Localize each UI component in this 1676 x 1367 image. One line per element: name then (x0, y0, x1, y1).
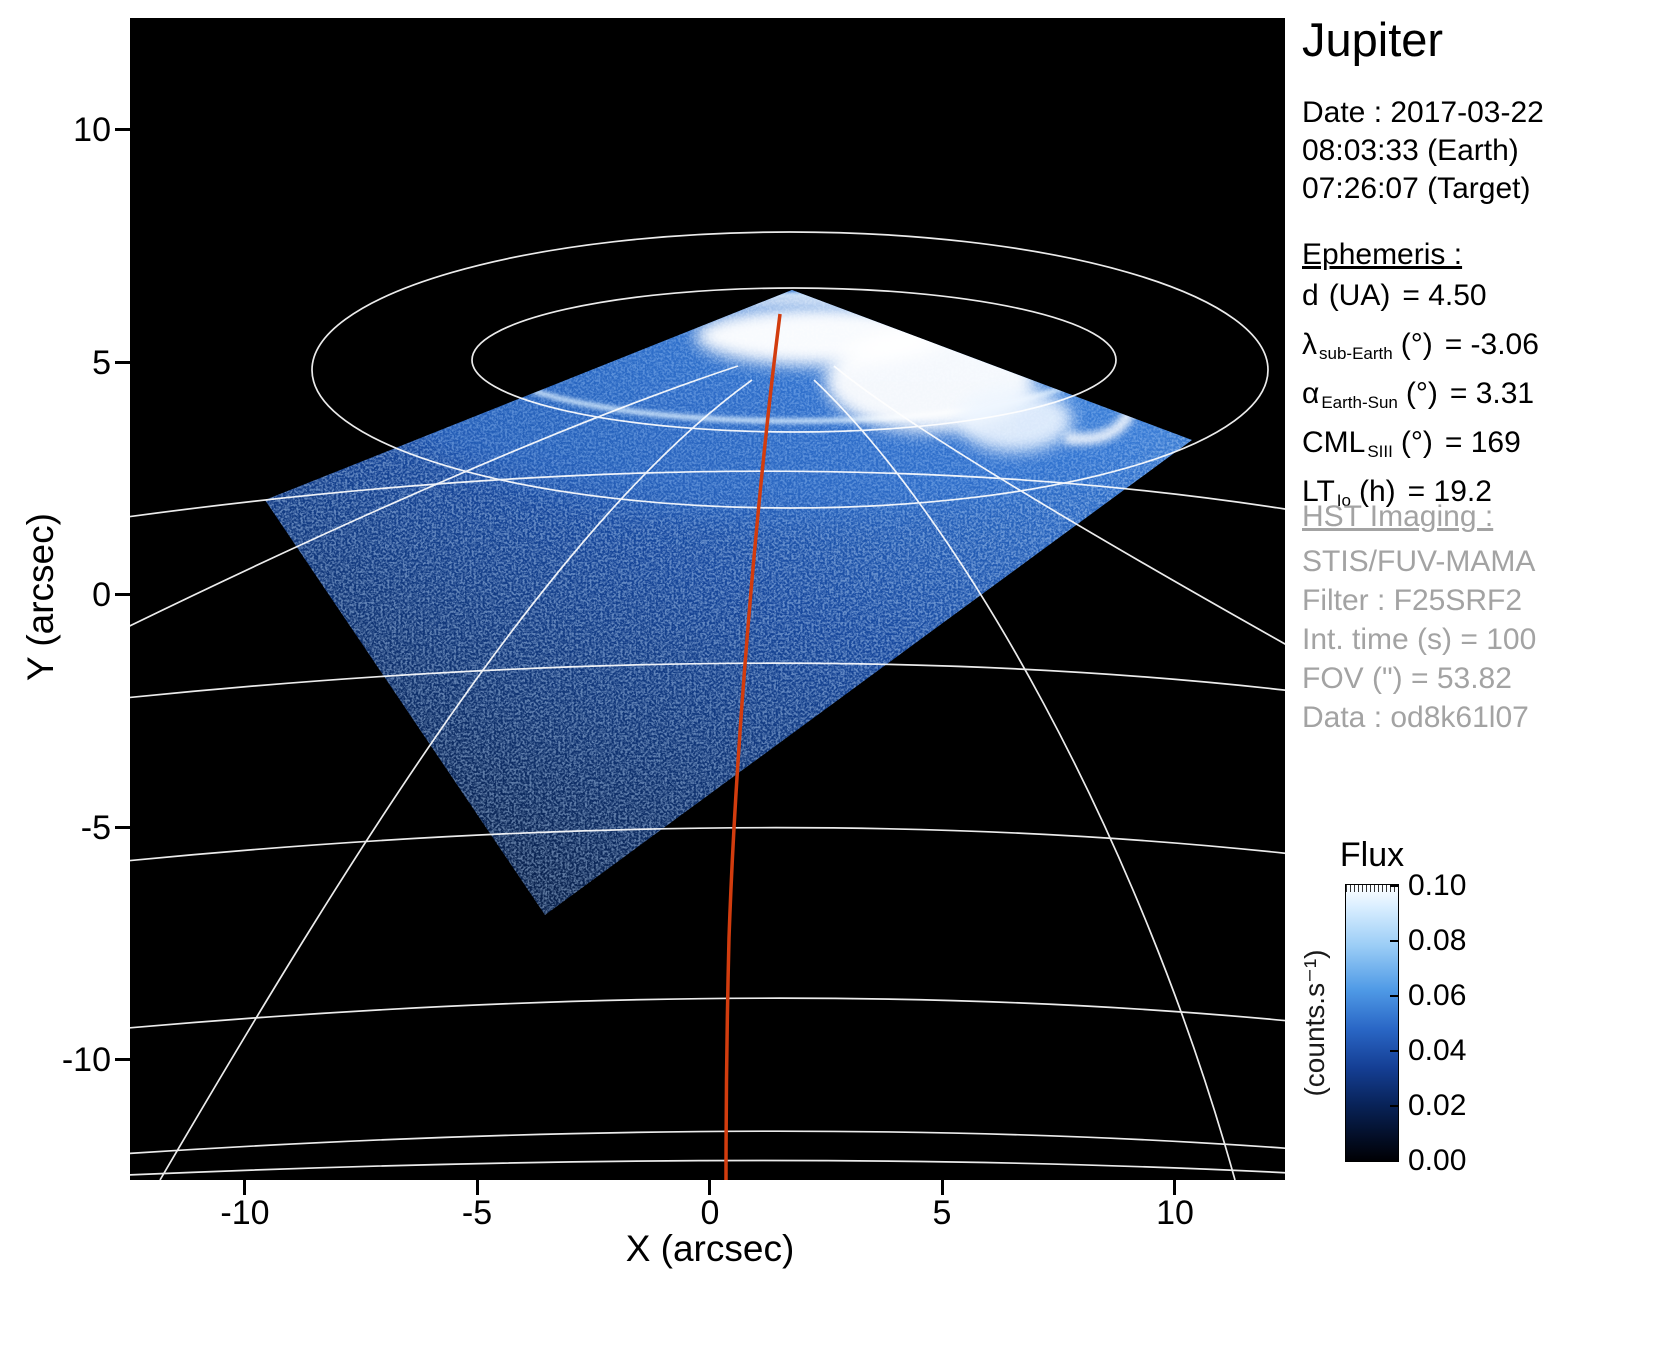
eph-unit: (°) (1405, 377, 1438, 410)
y-tick-label: 10 (73, 111, 111, 149)
y-axis-tick (115, 128, 130, 131)
colorbar-tick (1390, 995, 1399, 997)
hst-filter: Filter : F25SRF2 (1302, 584, 1523, 617)
colorbar-title: Flux (1339, 836, 1405, 874)
hst-fov: FOV (") = 53.82 (1302, 662, 1512, 695)
y-axis-title: Y (arcsec) (20, 513, 61, 681)
observation-times: Date : 2017-03-22 08:03:33 (Earth) 07:26… (1302, 94, 1544, 208)
y-tick-label: 0 (92, 576, 111, 614)
y-axis-tick (115, 1058, 130, 1061)
hst-int-time: Int. time (s) = 100 (1302, 623, 1537, 656)
colorbar-unit-label: (counts.s⁻¹) (1299, 949, 1330, 1097)
y-axis-tick (115, 361, 130, 364)
eph-symbol: α (1302, 377, 1320, 410)
x-axis-tick (708, 1180, 711, 1195)
colorbar-tick-label: 0.10 (1408, 869, 1467, 902)
x-tick-label: 0 (700, 1194, 720, 1232)
colorbar-tick (1390, 1160, 1399, 1162)
ephemeris-row-subearth-lat: λ sub-Earth (°) = -3.06 (1302, 325, 1539, 374)
ephemeris-row-distance: d (UA) = 4.50 (1302, 276, 1539, 325)
x-axis-tick (476, 1180, 479, 1195)
y-tick-label: -10 (61, 1041, 111, 1079)
eph-subscript: Earth-Sun (1321, 393, 1398, 412)
flux-colorbar (1345, 884, 1399, 1162)
eph-value: = 3.31 (1449, 377, 1535, 410)
x-axis-tick (1173, 1180, 1176, 1195)
colorbar-tick (1390, 1050, 1399, 1052)
graticule (104, 231, 1311, 1181)
colorbar-tick-label: 0.08 (1408, 924, 1467, 957)
colorbar-tick (1390, 885, 1399, 887)
central-meridian-line (724, 313, 782, 1181)
earth-time-line: 08:03:33 (Earth) (1302, 134, 1519, 167)
eph-value: = 4.50 (1402, 279, 1487, 312)
eph-value: = 169 (1444, 426, 1521, 459)
ephemeris-row-phase-angle: α Earth-Sun (°) = 3.31 (1302, 374, 1539, 423)
x-axis-title: X (arcsec) (625, 1228, 795, 1269)
eph-symbol: λ (1302, 328, 1317, 361)
eph-value: = 19.2 (1407, 475, 1492, 508)
eph-symbol: d (1302, 279, 1319, 312)
ephemeris-row-cml: CML SIII (°) = 169 (1302, 423, 1539, 472)
eph-unit: (°) (1400, 328, 1433, 361)
hst-data-id: Data : od8k61l07 (1302, 701, 1529, 734)
y-tick-label: -5 (80, 809, 111, 847)
colorbar-tick-label: 0.00 (1408, 1144, 1467, 1177)
colorbar-tick-label: 0.02 (1408, 1089, 1467, 1122)
fuv-image-scene (104, 18, 1311, 1181)
hst-imaging-header: HST Imaging : (1302, 500, 1494, 533)
colorbar-tick (1390, 1105, 1399, 1107)
eph-unit: (UA) (1328, 279, 1391, 312)
eph-subscript: Io (1336, 491, 1351, 510)
eph-subscript: SIII (1367, 442, 1393, 461)
eph-symbol: CML (1302, 426, 1366, 459)
date-line: Date : 2017-03-22 (1302, 96, 1544, 129)
eph-value: = -3.06 (1444, 328, 1539, 361)
x-tick-label: 5 (932, 1194, 952, 1232)
x-tick-label: 10 (1156, 1194, 1194, 1232)
x-tick-label: -10 (220, 1194, 270, 1232)
ephemeris-row-io-localtime: LT Io (h) = 19.2 (1302, 472, 1539, 521)
y-tick-label: 5 (92, 344, 111, 382)
target-time-line: 07:26:07 (Target) (1302, 172, 1531, 205)
colorbar-tick-label: 0.04 (1408, 1034, 1467, 1067)
hst-imaging-table: STIS/FUV-MAMA Filter : F25SRF2 Int. time… (1302, 542, 1536, 737)
figure-title: Jupiter (1302, 13, 1444, 66)
ephemeris-table: d (UA) = 4.50 λ sub-Earth (°) = -3.06 α Earth-… (1302, 276, 1539, 521)
eph-unit: (°) (1400, 426, 1433, 459)
eph-symbol: LT (1302, 475, 1335, 508)
colorbar-tick (1390, 940, 1399, 942)
y-axis-tick (115, 826, 130, 829)
colorbar-tick-label: 0.06 (1408, 979, 1467, 1012)
hst-instrument: STIS/FUV-MAMA (1302, 545, 1536, 578)
eph-subscript: sub-Earth (1319, 344, 1393, 363)
eph-unit: (h) (1358, 475, 1396, 508)
x-tick-label: -5 (461, 1194, 493, 1232)
image-plot-area (104, 18, 1311, 1181)
x-axis-tick (941, 1180, 944, 1195)
colorbar-minor-ticks (1346, 885, 1398, 892)
ephemeris-header: Ephemeris : (1302, 238, 1463, 271)
x-axis-tick (243, 1180, 246, 1195)
y-axis-tick (115, 593, 130, 596)
